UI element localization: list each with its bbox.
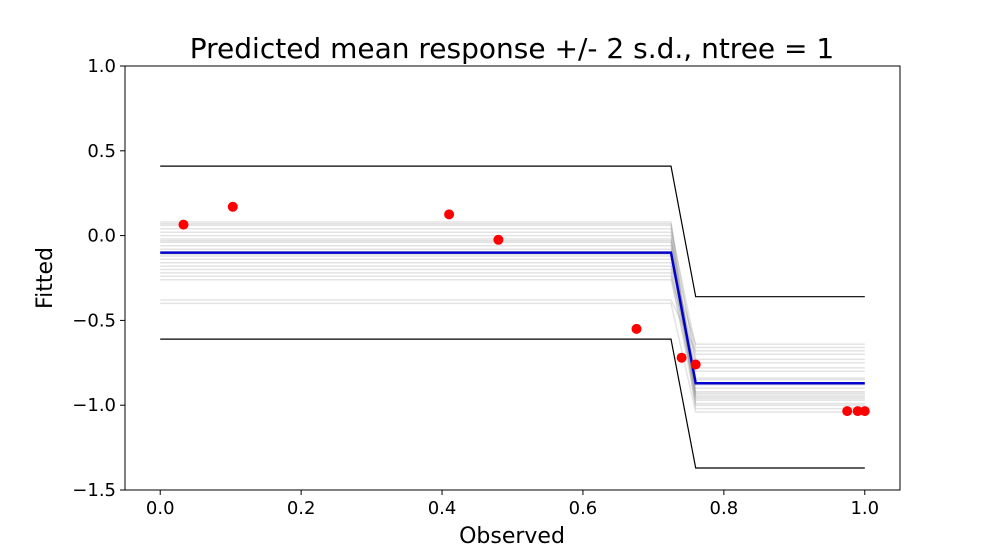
sample-line-6 bbox=[160, 241, 865, 410]
sample-line-13 bbox=[160, 268, 865, 386]
data-point-0 bbox=[178, 219, 189, 230]
data-point-1 bbox=[227, 201, 238, 212]
sample-line-0 bbox=[160, 221, 865, 400]
data-point-2 bbox=[444, 209, 455, 220]
sample-line-7 bbox=[160, 245, 865, 373]
data-point-8 bbox=[852, 406, 863, 417]
bound-lines bbox=[160, 165, 865, 469]
sample-line-10 bbox=[160, 258, 865, 361]
data-point-5 bbox=[676, 352, 687, 363]
sample-line-21 bbox=[160, 253, 865, 398]
sample-line-2 bbox=[160, 228, 865, 349]
y-tick-label-5: −1.5 bbox=[72, 480, 116, 501]
x-tick-label-1: 0.2 bbox=[287, 498, 316, 519]
sample-line-1 bbox=[160, 224, 865, 395]
sample-lines bbox=[160, 221, 865, 413]
sample-line-20 bbox=[160, 222, 865, 364]
upper-bound-line bbox=[160, 165, 865, 298]
sample-line-5 bbox=[160, 238, 865, 356]
lower-bound-line bbox=[160, 338, 865, 469]
data-point-9 bbox=[859, 406, 870, 417]
sample-line-19 bbox=[160, 239, 865, 379]
x-tick-label-4: 0.8 bbox=[710, 498, 739, 519]
x-tick-label-2: 0.4 bbox=[428, 498, 457, 519]
sample-line-14 bbox=[160, 272, 865, 406]
y-tick-label-1: 0.5 bbox=[87, 141, 116, 162]
mean-line-layer bbox=[160, 251, 865, 385]
x-tick-label-5: 1.0 bbox=[850, 498, 879, 519]
sample-line-17 bbox=[160, 299, 865, 352]
observed-points bbox=[178, 201, 870, 417]
x-axis-label: Observed bbox=[459, 524, 565, 549]
sample-line-11 bbox=[160, 261, 865, 401]
sample-line-4 bbox=[160, 234, 865, 389]
y-tick-label-0: 1.0 bbox=[87, 56, 116, 77]
y-axis-label: Fitted bbox=[33, 247, 58, 309]
y-axis: 1.0 0.5 0.0 −0.5 −1.0 −1.5 bbox=[72, 56, 125, 501]
sample-line-12 bbox=[160, 265, 865, 345]
data-point-7 bbox=[842, 406, 853, 417]
sample-line-9 bbox=[160, 255, 865, 381]
sample-line-8 bbox=[160, 248, 865, 396]
x-tick-label-0: 0.0 bbox=[146, 498, 175, 519]
data-point-6 bbox=[690, 359, 701, 370]
plot-area bbox=[160, 165, 870, 469]
mean-line bbox=[160, 251, 865, 385]
x-axis: 0.0 0.2 0.4 0.6 0.8 1.0 bbox=[146, 490, 879, 519]
y-tick-label-4: −1.0 bbox=[72, 395, 116, 416]
y-tick-label-3: −0.5 bbox=[72, 310, 116, 331]
data-point-4 bbox=[631, 323, 642, 334]
data-point-3 bbox=[493, 234, 504, 245]
sample-line-16 bbox=[160, 278, 865, 393]
y-tick-label-2: 0.0 bbox=[87, 226, 116, 247]
chart-title: Predicted mean response +/- 2 s.d., ntre… bbox=[190, 32, 834, 65]
plot-frame bbox=[124, 65, 901, 491]
x-tick-label-3: 0.6 bbox=[569, 498, 598, 519]
